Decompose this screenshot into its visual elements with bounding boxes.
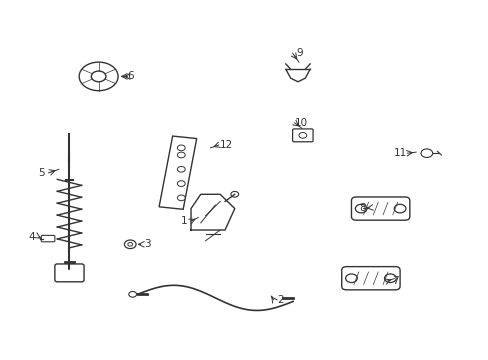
FancyBboxPatch shape (55, 264, 84, 282)
Text: 6: 6 (127, 71, 133, 81)
Circle shape (91, 71, 106, 82)
Circle shape (298, 132, 306, 138)
Circle shape (128, 292, 136, 297)
Text: 4: 4 (28, 232, 35, 242)
Text: 5: 5 (38, 168, 44, 178)
Circle shape (230, 192, 238, 197)
Text: 10: 10 (295, 118, 308, 128)
Circle shape (384, 274, 395, 283)
Text: 11: 11 (393, 148, 406, 158)
Circle shape (177, 152, 185, 158)
Text: 2: 2 (277, 295, 284, 305)
Circle shape (177, 195, 185, 201)
Text: 12: 12 (219, 140, 232, 150)
Circle shape (79, 62, 118, 91)
Circle shape (393, 204, 405, 213)
FancyBboxPatch shape (41, 235, 55, 242)
Text: 8: 8 (358, 203, 365, 213)
Circle shape (177, 166, 185, 172)
Circle shape (355, 204, 366, 213)
Circle shape (177, 181, 185, 186)
Text: 3: 3 (143, 239, 150, 249)
FancyBboxPatch shape (292, 129, 312, 142)
Circle shape (127, 243, 132, 246)
Bar (159, 136, 196, 209)
Circle shape (345, 274, 357, 283)
Text: 1: 1 (180, 216, 186, 226)
Text: 7: 7 (391, 276, 398, 286)
FancyBboxPatch shape (341, 267, 399, 290)
Circle shape (420, 149, 432, 157)
FancyBboxPatch shape (351, 197, 409, 220)
Circle shape (177, 145, 185, 151)
Text: 9: 9 (296, 48, 303, 58)
Circle shape (124, 240, 136, 249)
